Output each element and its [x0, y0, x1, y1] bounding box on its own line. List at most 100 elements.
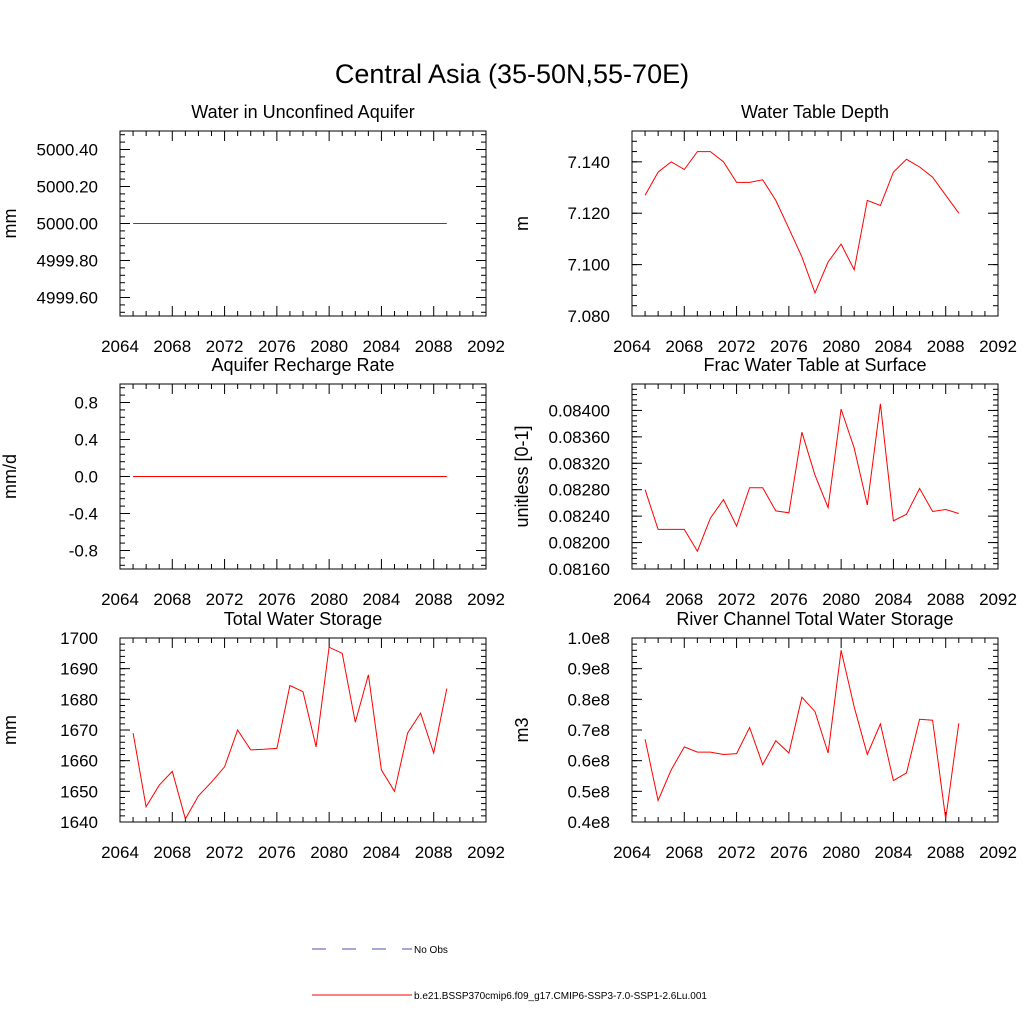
x-tick-label: 2080 — [310, 337, 348, 356]
y-tick-label: 5000.00 — [37, 215, 98, 234]
chart-panel: River Channel Total Water Storage m3 2064 2… — [512, 609, 1017, 862]
x-tick-label: 2072 — [718, 590, 756, 609]
x-tick-label: 2064 — [101, 590, 139, 609]
panel-title: Aquifer Recharge Rate — [211, 355, 394, 375]
series-line — [132, 646, 448, 821]
y-tick-label: 0.0 — [74, 468, 98, 487]
x-tick-label: 2068 — [153, 590, 191, 609]
x-tick-label: 2092 — [979, 590, 1017, 609]
y-tick-label: -0.4 — [69, 505, 98, 524]
x-tick-label: 2084 — [875, 590, 913, 609]
y-tick-label: 5000.20 — [37, 178, 98, 197]
x-tick-label: 2072 — [718, 337, 756, 356]
y-tick-label: 0.08280 — [549, 481, 610, 500]
x-tick-label: 2088 — [415, 590, 453, 609]
y-tick-label: 0.4 — [74, 431, 98, 450]
x-tick-label: 2064 — [101, 843, 139, 862]
x-tick-label: 2092 — [979, 337, 1017, 356]
y-tick-label: 0.08200 — [549, 534, 610, 553]
x-tick-label: 2076 — [770, 337, 808, 356]
panel-title: Frac Water Table at Surface — [703, 355, 926, 375]
figure-title: Central Asia (35-50N,55-70E) — [335, 59, 689, 89]
series-line — [644, 403, 959, 553]
x-tick-label: 2076 — [258, 590, 296, 609]
x-tick-label: 2092 — [467, 590, 505, 609]
x-tick-label: 2068 — [153, 843, 191, 862]
legend-obs-label: No Obs — [414, 945, 448, 956]
y-tick-label: 1660 — [60, 752, 98, 771]
series-line — [644, 650, 960, 819]
x-tick-label: 2084 — [363, 337, 401, 356]
y-tick-label: 0.9e8 — [567, 660, 610, 679]
panels: Water in Unconfined Aquifer mm 2064 2068 207… — [0, 102, 1017, 862]
y-axis-label: unitless [0-1] — [512, 425, 532, 527]
chart-panel: Frac Water Table at Surface unitless [0-1… — [512, 355, 1017, 609]
y-tick-label: 1680 — [60, 690, 98, 709]
x-tick-label: 2080 — [822, 843, 860, 862]
chart-panel: Water in Unconfined Aquifer mm 2064 2068 207… — [0, 102, 505, 356]
chart-panel: Aquifer Recharge Rate mm/d 2064 2068 2072 207… — [0, 355, 505, 609]
x-tick-label: 2084 — [875, 337, 913, 356]
y-tick-label: 1700 — [60, 629, 98, 648]
y-tick-label: 0.08240 — [549, 507, 610, 526]
x-tick-label: 2088 — [927, 590, 965, 609]
x-tick-label: 2084 — [875, 843, 913, 862]
x-tick-label: 2076 — [770, 590, 808, 609]
y-tick-label: 5000.40 — [37, 141, 98, 160]
x-tick-label: 2080 — [822, 337, 860, 356]
x-tick-label: 2088 — [415, 843, 453, 862]
panel-title: Water Table Depth — [741, 102, 889, 122]
x-tick-label: 2064 — [613, 590, 651, 609]
y-tick-label: 7.080 — [567, 307, 610, 326]
y-tick-label: 0.4e8 — [567, 813, 610, 832]
y-tick-label: 4999.80 — [37, 252, 98, 271]
x-tick-label: 2084 — [363, 590, 401, 609]
y-tick-label: 0.08320 — [549, 454, 610, 473]
x-tick-label: 2072 — [206, 590, 244, 609]
chart-panel: Total Water Storage mm 2064 2068 2072 2076 208… — [0, 609, 505, 862]
x-tick-label: 2072 — [718, 843, 756, 862]
x-tick-label: 2064 — [101, 337, 139, 356]
y-tick-label: 0.6e8 — [567, 752, 610, 771]
legend: No Obs b.e21.BSSP370cmip6.f09_g17.CMIP6-… — [312, 945, 707, 1002]
y-tick-label: 0.7e8 — [567, 721, 610, 740]
y-tick-label: 0.08160 — [549, 560, 610, 579]
x-tick-label: 2088 — [927, 843, 965, 862]
x-tick-label: 2076 — [258, 337, 296, 356]
x-tick-label: 2064 — [613, 843, 651, 862]
x-tick-label: 2064 — [613, 337, 651, 356]
y-axis-label: m3 — [512, 717, 532, 742]
y-tick-label: 7.100 — [567, 256, 610, 275]
x-tick-label: 2076 — [258, 843, 296, 862]
y-tick-label: 0.08360 — [549, 428, 610, 447]
y-tick-label: 0.5e8 — [567, 782, 610, 801]
panel-title: Total Water Storage — [224, 609, 382, 629]
y-tick-label: 7.120 — [567, 204, 610, 223]
y-tick-label: 1690 — [60, 660, 98, 679]
x-tick-label: 2084 — [363, 843, 401, 862]
x-tick-label: 2088 — [415, 337, 453, 356]
x-tick-label: 2092 — [467, 337, 505, 356]
y-axis-label: mm — [0, 715, 20, 745]
panel-title: Water in Unconfined Aquifer — [191, 102, 414, 122]
x-tick-label: 2088 — [927, 337, 965, 356]
x-tick-label: 2068 — [665, 337, 703, 356]
y-tick-label: 0.08400 — [549, 401, 610, 420]
x-tick-label: 2092 — [467, 843, 505, 862]
y-axis-label: m — [512, 216, 532, 231]
chart-panel: Water Table Depth m 2064 2068 2072 2076 2080 20… — [512, 102, 1017, 356]
y-axis-label: mm — [0, 209, 20, 239]
x-tick-label: 2068 — [665, 590, 703, 609]
legend-model-label: b.e21.BSSP370cmip6.f09_g17.CMIP6-SSP3-7.… — [414, 991, 707, 1002]
y-tick-label: 7.140 — [567, 153, 610, 172]
y-tick-label: 1.0e8 — [567, 629, 610, 648]
x-tick-label: 2068 — [153, 337, 191, 356]
y-tick-label: 1650 — [60, 782, 98, 801]
y-axis-label: mm/d — [0, 454, 20, 499]
x-tick-label: 2092 — [979, 843, 1017, 862]
series-line — [644, 151, 960, 295]
y-tick-label: 1670 — [60, 721, 98, 740]
y-tick-label: 4999.60 — [37, 289, 98, 308]
